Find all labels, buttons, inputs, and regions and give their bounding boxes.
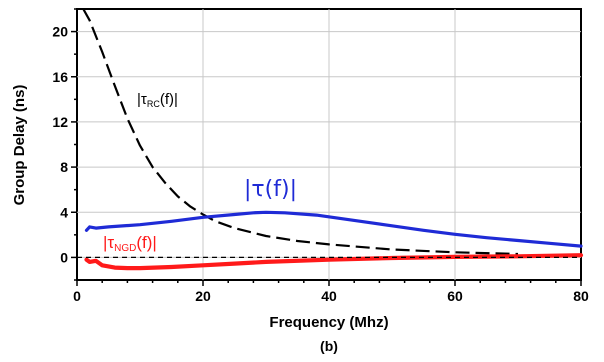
annotation-tau-ngd-sub: NGD [114,243,136,254]
x-tick-label: 80 [573,288,589,304]
y-tick-labels: 0 4 8 12 16 20 [52,24,68,266]
x-tick-labels: 0 20 40 60 80 [73,288,589,304]
figure-caption: (b) [320,338,338,354]
series-layer [77,8,584,271]
x-tick-label: 0 [73,288,81,304]
y-tick-label: 8 [60,159,68,175]
axis-ticks [71,8,582,286]
y-tick-label: 20 [52,24,68,40]
y-tick-label: 16 [52,69,68,85]
annotation-tau-rc-main: |τ [137,91,147,108]
x-axis-label: Frequency (Mhz) [269,314,388,331]
annotation-tau-ngd: |τNGD(f)| [103,233,157,254]
y-tick-label: 12 [52,114,68,130]
y-tick-label: 4 [60,204,68,220]
annotation-tau-rc: |τRC(f)| [137,91,178,109]
annotation-tau-rc-tail: (f)| [160,91,178,108]
x-tick-label: 40 [321,288,337,304]
y-tick-label: 0 [60,249,68,265]
x-tick-label: 60 [447,288,463,304]
annotation-tau-ngd-tail: (f)| [136,233,156,252]
annotation-tau: |τ(f)| [244,177,297,202]
annotation-tau-rc-sub: RC [147,99,160,109]
annotation-tau-ngd-main: |τ [103,233,114,252]
series-tau-line [84,210,583,248]
y-axis-label: Group Delay (ns) [11,85,28,206]
series-tau-rc-line [82,8,519,256]
x-tick-label: 20 [195,288,211,304]
